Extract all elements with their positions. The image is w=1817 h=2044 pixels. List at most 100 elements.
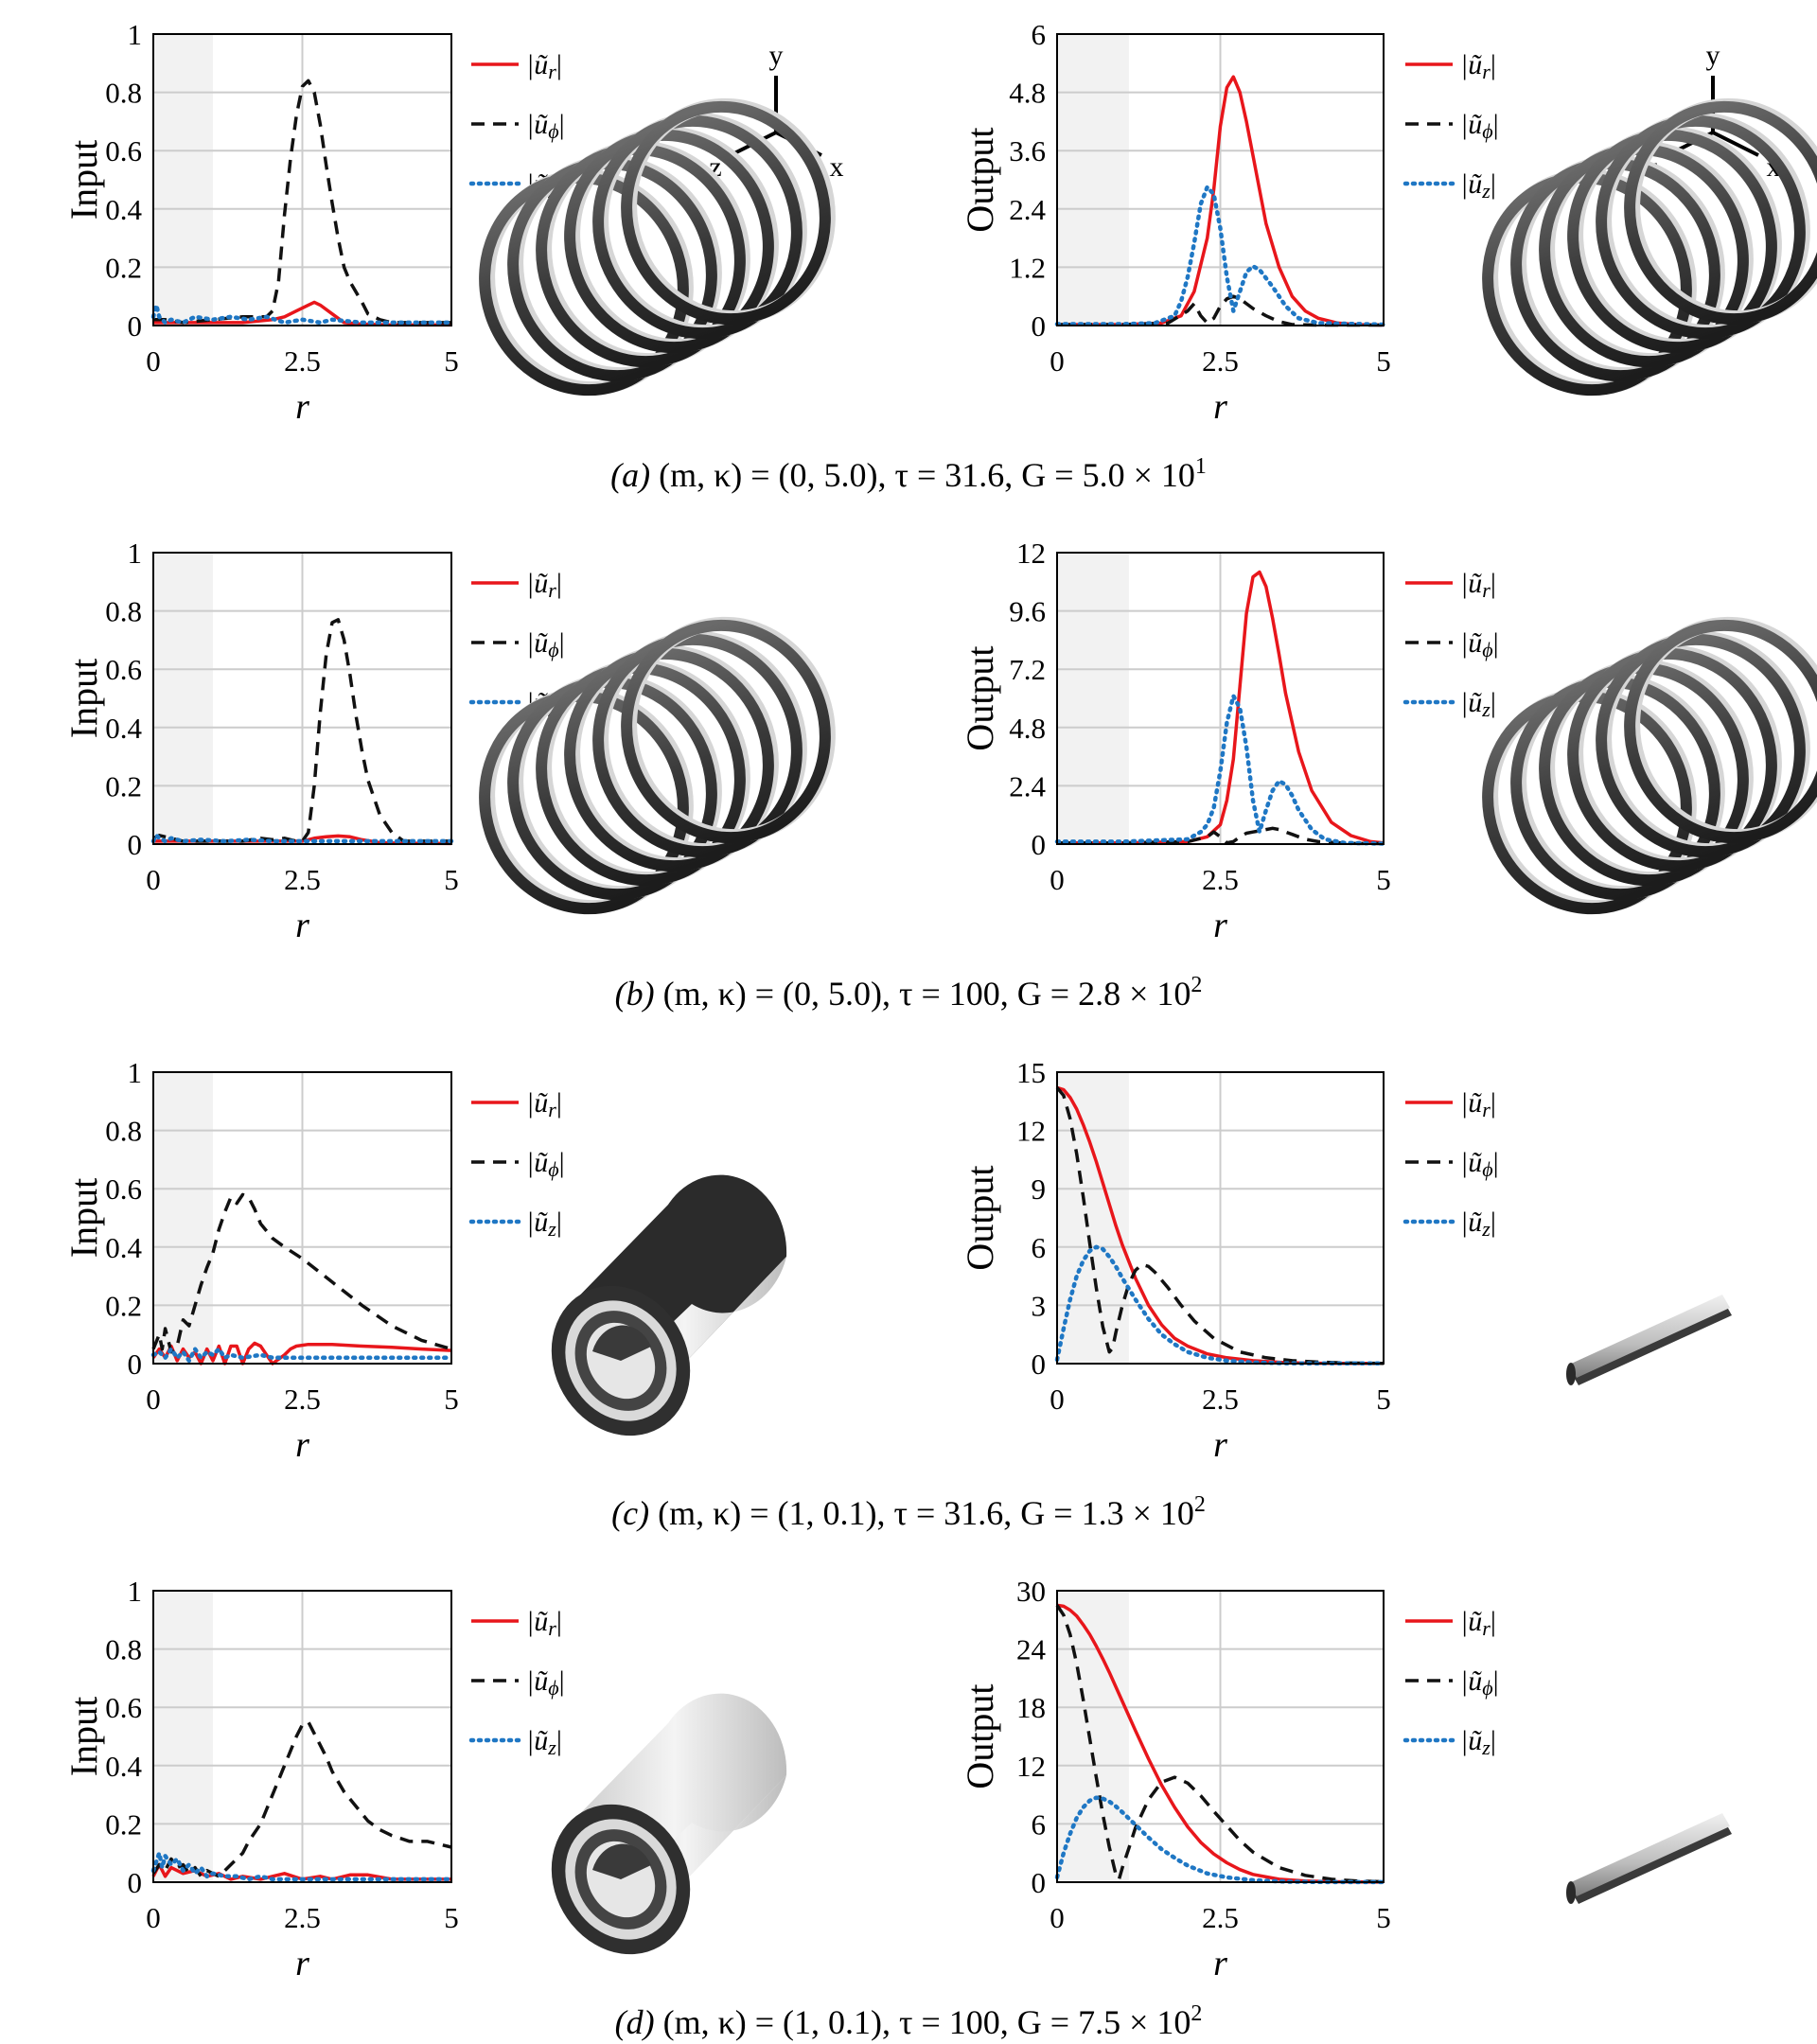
legend-label-ur: |ũr| — [1460, 49, 1496, 83]
series-line-uphi — [151, 1192, 452, 1354]
legend-subscript: z — [547, 1217, 556, 1241]
series-line-uz — [1054, 185, 1386, 327]
legend-symbol: |ũ — [526, 568, 548, 599]
coil-ring — [621, 619, 831, 844]
shaded-region — [1057, 553, 1129, 844]
legend-label-uphi: |ũϕ| — [526, 109, 565, 143]
y-tick-label: 1 — [128, 1056, 143, 1089]
legend-bar: | — [556, 1207, 562, 1238]
y-axis-label: Input — [62, 140, 105, 220]
x-tick-label: 0 — [1050, 863, 1065, 896]
coil-ring — [1624, 100, 1817, 326]
legend-label-ur: |ũr| — [526, 1606, 562, 1640]
y-tick-label: 12 — [1016, 537, 1046, 570]
input-spiral-roll-icon — [551, 1693, 787, 1955]
caption-tau: τ = 100, — [899, 975, 1017, 1013]
legend-subscript: ϕ — [1482, 638, 1492, 661]
y-tick-label: 12 — [1016, 1115, 1046, 1148]
x-tick-label: 0 — [1050, 1383, 1065, 1416]
y-tick-label: 18 — [1016, 1691, 1046, 1724]
legend-symbol: |ũ — [526, 1606, 548, 1637]
y-tick-label: 2.4 — [1009, 769, 1046, 802]
y-tick-label: 4.8 — [1009, 77, 1046, 110]
shaded-region — [1057, 34, 1129, 326]
plot-frame — [1056, 33, 1385, 326]
series-line-uphi — [151, 1719, 452, 1878]
y-axis-label: Output — [959, 1683, 1001, 1788]
rod-end — [1566, 1363, 1576, 1385]
input-helical-coil-icon — [479, 97, 836, 396]
y-tick-label: 0.8 — [105, 595, 142, 628]
series-line-uz — [1054, 694, 1386, 846]
legend: |ũr||ũϕ||ũz| — [468, 1087, 565, 1241]
x-tick-label: 2.5 — [284, 863, 321, 896]
legend-subscript: ϕ — [1482, 1676, 1492, 1700]
legend-bar: | — [559, 1147, 565, 1178]
legend-symbol: |ũ — [526, 1087, 548, 1119]
series-line-uphi — [1057, 294, 1384, 327]
legend-label-uz: |ũz| — [1460, 1725, 1496, 1759]
x-axis-label: r — [295, 387, 309, 427]
output-helical-coil-icon — [1482, 97, 1817, 396]
output-helical-coil-icon — [1482, 616, 1817, 915]
legend-bar: | — [1491, 568, 1496, 599]
y-tick-label: 0.4 — [105, 1750, 142, 1783]
rod-end — [1566, 1881, 1576, 1904]
legend-symbol: |ũ — [1460, 1207, 1482, 1238]
output-thin-rod-icon — [1566, 1295, 1732, 1385]
caption-b: (b) (m, κ) = (0, 5.0), τ = 100, G = 2.8 … — [615, 973, 1203, 1013]
legend-bar: | — [556, 1725, 562, 1756]
legend-symbol: |ũ — [1460, 568, 1482, 599]
legend-bar: | — [556, 1606, 562, 1637]
legend: |ũr||ũϕ||ũz| — [1402, 49, 1499, 203]
y-tick-label: 0.8 — [105, 1115, 142, 1148]
shaded-region — [153, 1072, 213, 1364]
legend-subscript: ϕ — [548, 119, 558, 143]
x-tick-label: 5 — [444, 863, 459, 896]
caption-tau: τ = 31.6, — [893, 1494, 1020, 1532]
y-tick-label: 3.6 — [1009, 134, 1046, 167]
plot-frame — [152, 552, 452, 845]
legend-label-uz: |ũz| — [1460, 1207, 1496, 1241]
series-line-uphi — [1055, 1604, 1385, 1884]
y-tick-label: 0.4 — [105, 712, 142, 745]
legend-subscript: r — [548, 578, 556, 602]
y-tick-label: 0 — [1032, 1866, 1047, 1899]
series-line-uz — [150, 1850, 454, 1882]
legend-symbol: |ũ — [526, 1725, 548, 1756]
legend-label-ur: |ũr| — [1460, 1606, 1496, 1640]
legend-label-uphi: |ũϕ| — [526, 1147, 565, 1181]
legend-symbol: |ũ — [526, 1207, 548, 1238]
y-tick-label: 0.2 — [105, 769, 142, 802]
legend-subscript: r — [1482, 578, 1491, 602]
legend-symbol: |ũ — [1460, 1725, 1482, 1756]
legend-bar: | — [1491, 687, 1496, 718]
y-tick-label: 9 — [1032, 1172, 1047, 1206]
structure-icons — [479, 97, 1817, 1955]
legend-label-uphi: |ũϕ| — [526, 1665, 565, 1700]
y-tick-label: 9.6 — [1009, 595, 1046, 628]
x-tick-label: 5 — [444, 1383, 459, 1416]
legend-bar: | — [1491, 49, 1496, 80]
legend-bar: | — [556, 1087, 562, 1119]
y-tick-label: 1.2 — [1009, 251, 1046, 284]
triad-x-label: x — [830, 151, 844, 183]
x-axis-label: r — [295, 1944, 309, 1983]
legend-bar: | — [559, 109, 565, 140]
caption-exponent: 2 — [1191, 2001, 1202, 2026]
legend-bar: | — [559, 627, 565, 659]
y-axis-label: Output — [959, 645, 1001, 750]
plot-frame — [152, 33, 452, 326]
y-tick-label: 0.8 — [105, 1633, 142, 1666]
x-tick-label: 2.5 — [284, 1901, 321, 1934]
y-tick-label: 1 — [128, 18, 143, 51]
legend-subscript: z — [1481, 179, 1491, 203]
legend-symbol: |ũ — [1460, 49, 1482, 80]
legend-subscript: ϕ — [548, 638, 558, 661]
x-tick-label: 5 — [1376, 1383, 1391, 1416]
y-axis-label: Input — [62, 1697, 105, 1776]
legend-subscript: r — [1482, 60, 1491, 83]
